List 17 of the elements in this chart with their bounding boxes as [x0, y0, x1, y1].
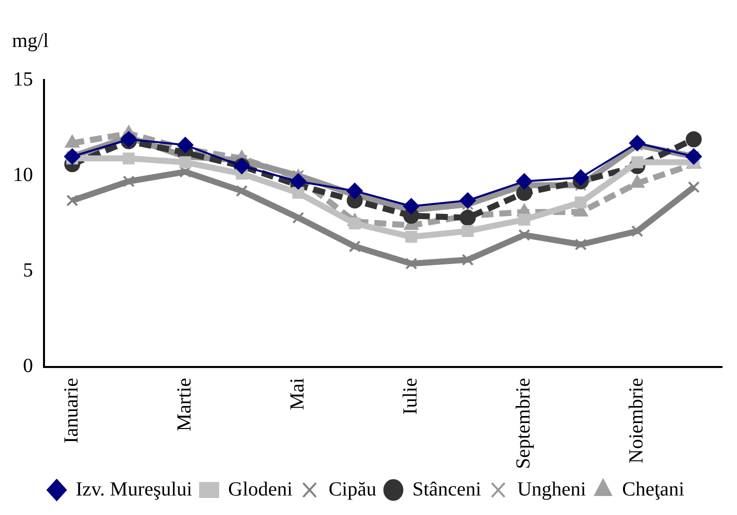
- x-tick-label: Septembrie: [512, 378, 534, 470]
- legend-label: Stânceni: [412, 478, 482, 500]
- x-tick-label: Martie: [174, 378, 196, 432]
- legend-label: Cheţani: [622, 478, 685, 500]
- x-tick-label: Noiembrie: [626, 378, 648, 464]
- y-tick-label: 15: [13, 68, 33, 90]
- x-tick-label: Mai: [286, 377, 308, 410]
- legend-label: Ungheni: [517, 478, 587, 500]
- y-tick-label: 5: [23, 260, 33, 282]
- legend-label: Cipău: [328, 478, 376, 500]
- y-tick-label: 0: [23, 355, 33, 378]
- y-tick-label: 10: [13, 164, 33, 186]
- legend-label: Izv. Mureşului: [76, 478, 193, 500]
- x-tick-label: Iulie: [400, 378, 422, 415]
- x-tick-label: Ianuarie: [60, 378, 82, 444]
- legend-label: Glodeni: [228, 478, 294, 500]
- y-axis-title: mg/l: [12, 30, 49, 53]
